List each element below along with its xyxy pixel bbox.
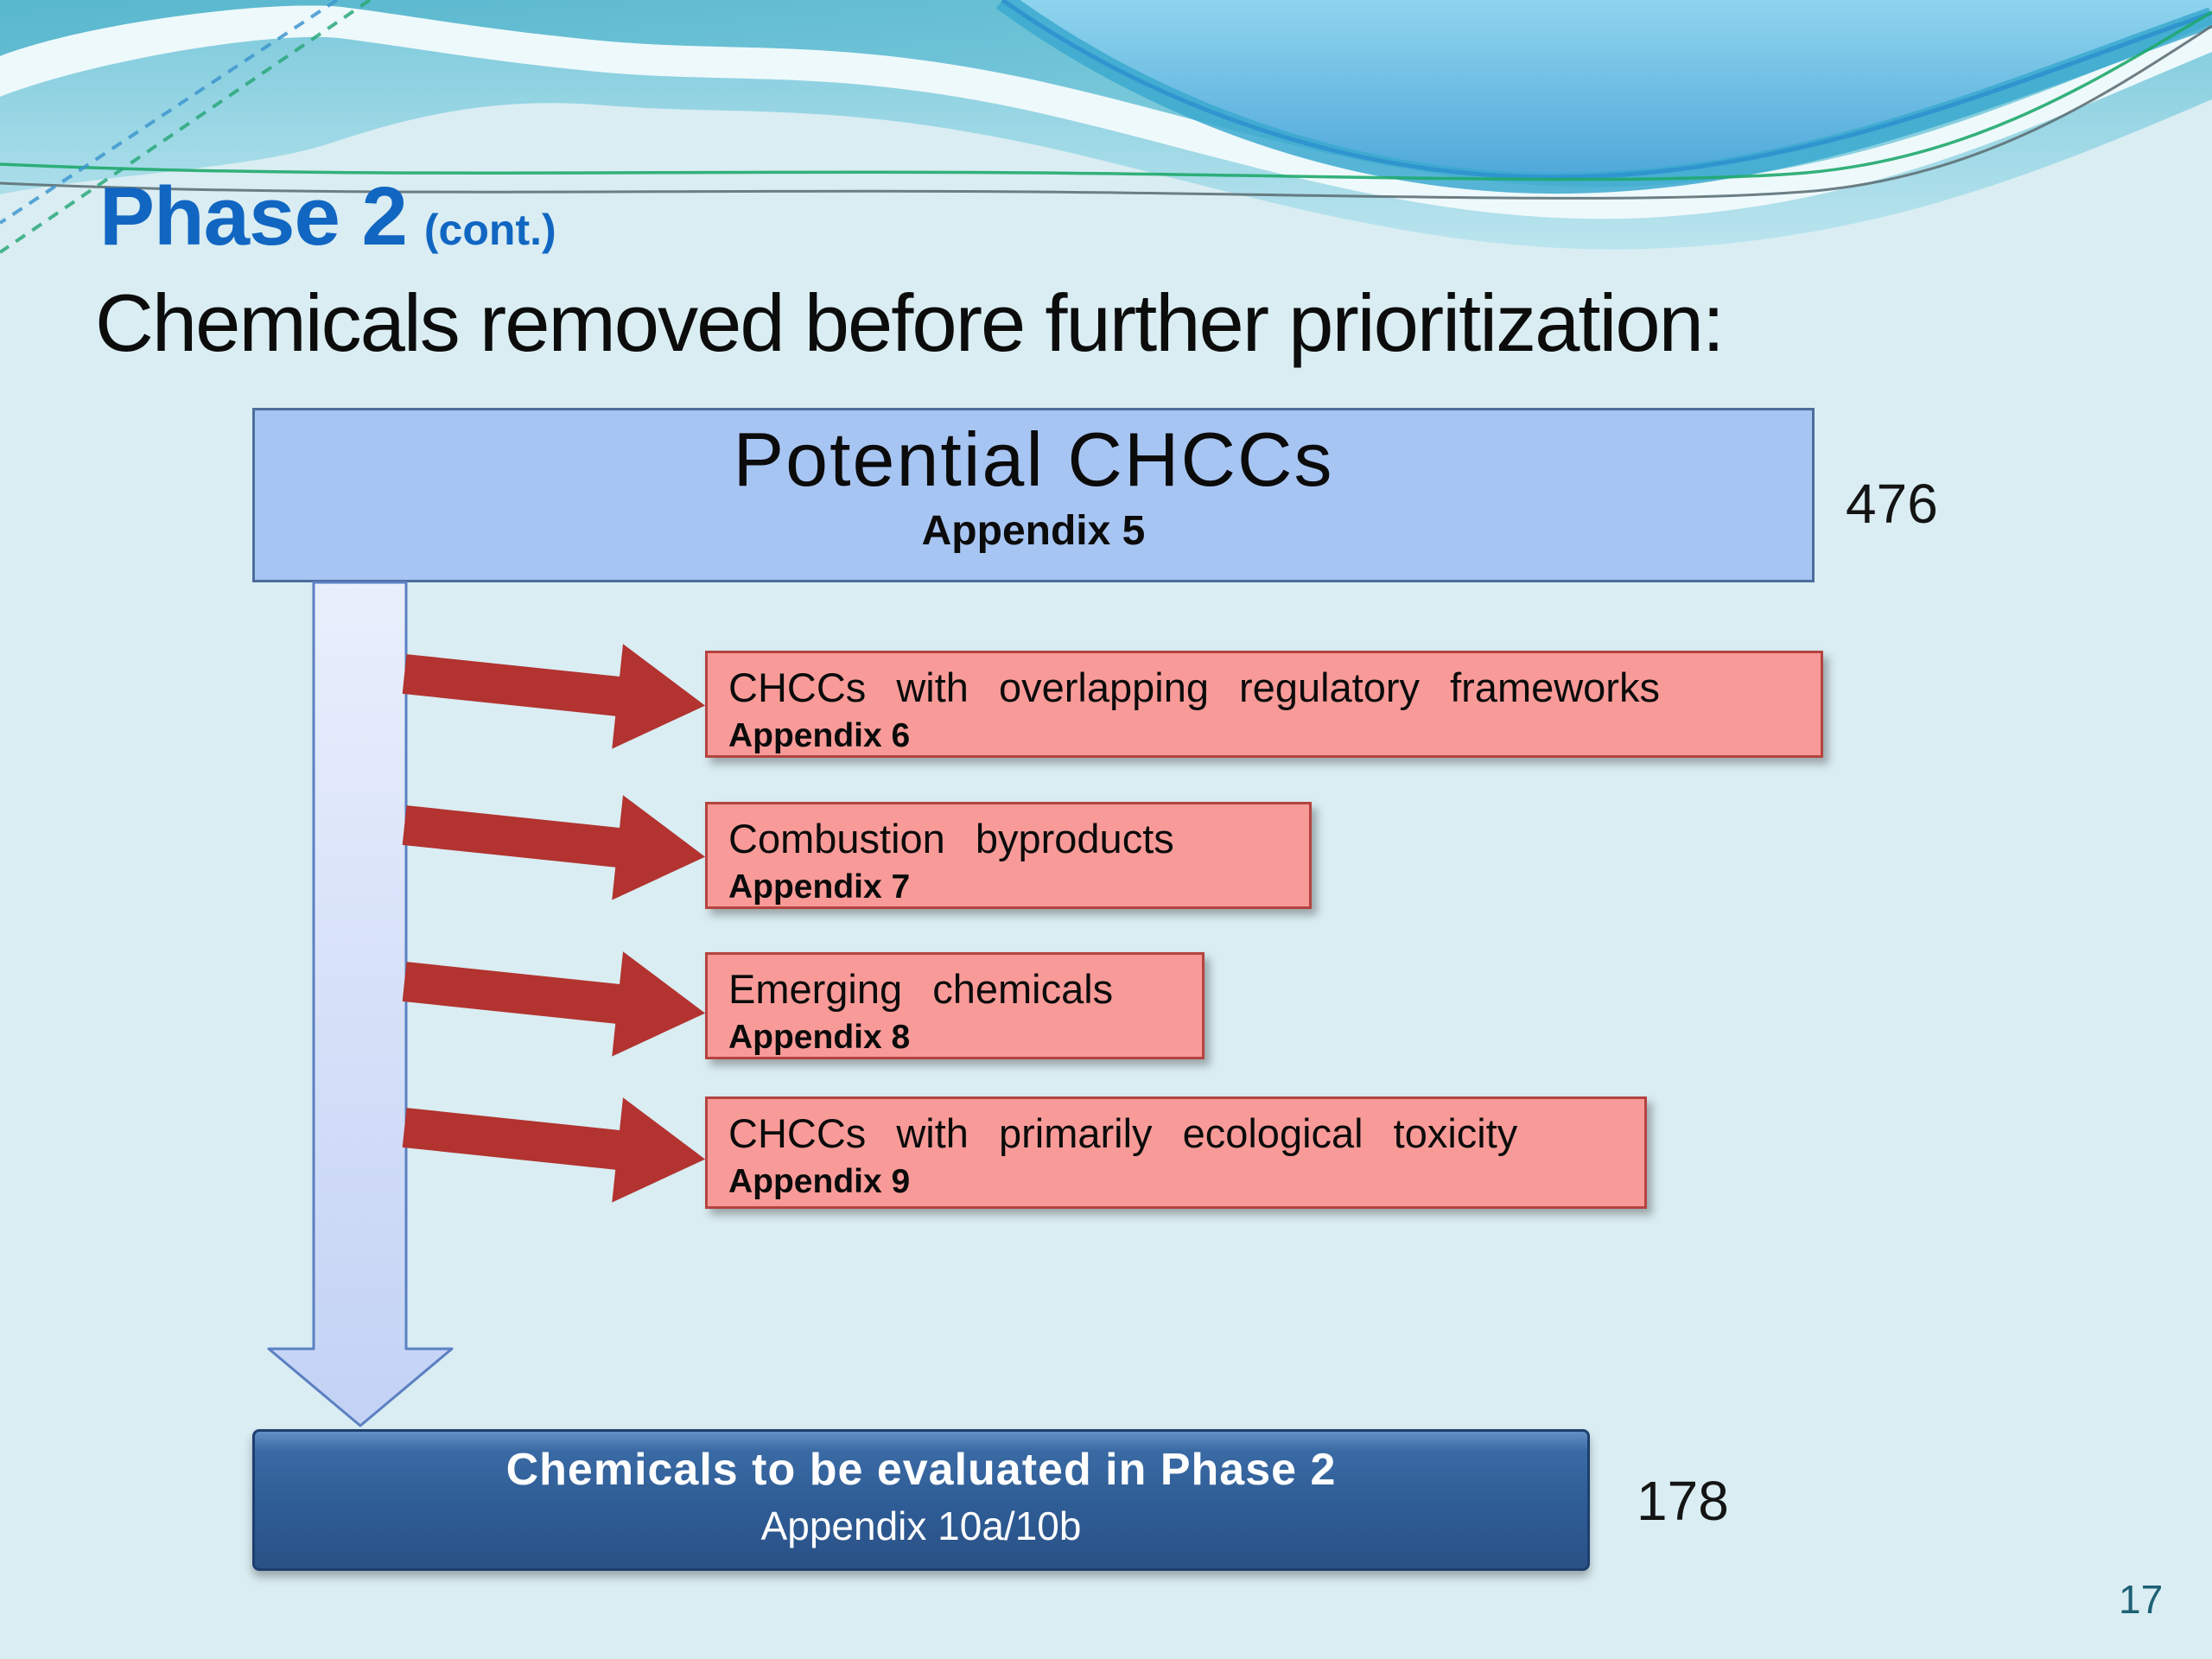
removed-box-emerging-chemicals: Emerging chemicals Appendix 8 — [705, 952, 1205, 1059]
wave-top-band — [0, 0, 2212, 188]
wave-bowl-underband — [995, 0, 2212, 194]
removed-box-sublabel: Appendix 9 — [728, 1163, 911, 1200]
result-count: 178 — [1637, 1470, 1729, 1532]
removed-box-sublabel: Appendix 8 — [728, 1019, 911, 1056]
removed-box-sublabel: Appendix 7 — [728, 868, 911, 906]
result-box-sublabel: Appendix 10a/10b — [760, 1503, 1082, 1548]
flow-arrow-icon-3 — [402, 951, 706, 1057]
result-box-label: Chemicals to be evaluated in Phase 2 — [505, 1445, 1337, 1495]
flow-arrow-icon-1 — [402, 644, 706, 749]
slide-subtitle: Chemicals removed before further priorit… — [95, 277, 1725, 368]
source-box-label: Potential CHCCs — [733, 416, 1334, 502]
flow-arrow-icon-2 — [402, 795, 706, 900]
result-box-phase2-evaluation: Chemicals to be evaluated in Phase 2 App… — [252, 1429, 1590, 1571]
flow-arrow-icon-4 — [402, 1097, 706, 1203]
down-arrow-icon — [267, 581, 454, 1427]
thin-green-line — [0, 10, 2212, 181]
source-box-sublabel: Appendix 5 — [921, 508, 1146, 554]
removed-box-label: Emerging chemicals — [728, 966, 1114, 1012]
page-number: 17 — [2119, 1577, 2164, 1622]
wave-bowl-edge-line — [1001, 0, 2212, 180]
slide-title-suffix: (cont.) — [423, 206, 556, 254]
wave-bowl — [1002, 0, 2212, 178]
title-row: Phase 2 (cont.) — [99, 169, 556, 264]
removed-box-ecological-toxicity: CHCCs with primarily ecological toxicity… — [705, 1096, 1647, 1209]
source-box-potential-chccs: Potential CHCCs Appendix 5 — [252, 408, 1815, 582]
removed-box-label: Combustion byproducts — [728, 816, 1174, 861]
source-count: 476 — [1846, 473, 1938, 535]
slide-title: Phase 2 — [99, 170, 408, 263]
removed-box-label: CHCCs with primarily ecological toxicity — [728, 1110, 1518, 1156]
removed-box-sublabel: Appendix 6 — [728, 717, 911, 754]
removed-box-combustion-byproducts: Combustion byproducts Appendix 7 — [705, 802, 1312, 909]
removed-box-label: CHCCs with overlapping regulatory framew… — [728, 664, 1660, 710]
removed-box-overlapping-regulatory: CHCCs with overlapping regulatory framew… — [705, 651, 1823, 758]
